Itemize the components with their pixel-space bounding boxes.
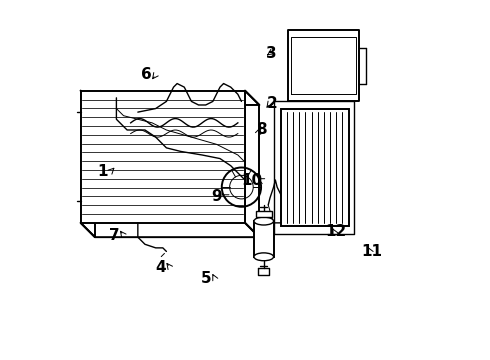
Bar [256, 211, 272, 217]
Text: 5: 5 [200, 271, 211, 286]
Text: 1: 1 [97, 163, 107, 179]
Ellipse shape [254, 253, 273, 261]
Bar [281, 109, 348, 226]
Text: 8: 8 [256, 122, 267, 138]
Text: 11: 11 [361, 244, 382, 259]
Text: 10: 10 [242, 172, 263, 188]
Text: 12: 12 [325, 224, 347, 239]
Bar [254, 221, 273, 257]
Text: 3: 3 [267, 46, 277, 61]
Text: 6: 6 [142, 67, 152, 82]
Text: 2: 2 [267, 96, 277, 111]
Bar [81, 91, 245, 223]
Ellipse shape [254, 217, 273, 225]
Text: 4: 4 [156, 260, 167, 275]
Text: 7: 7 [109, 228, 120, 243]
Text: 9: 9 [211, 189, 222, 203]
